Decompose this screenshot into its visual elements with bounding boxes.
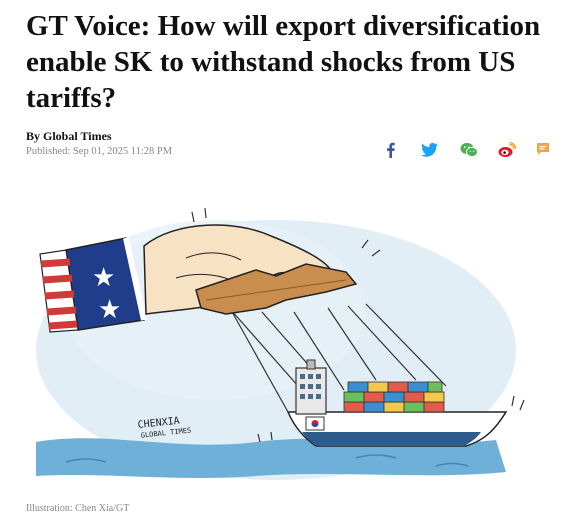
svg-text:★: ★ — [92, 263, 115, 293]
article-illustration: ★ ★ CHENXIA GLOBAL TIMES — [26, 180, 546, 500]
twitter-icon[interactable] — [421, 142, 438, 163]
article-title: GT Voice: How will export diversificatio… — [26, 10, 541, 114]
sea — [36, 438, 506, 478]
facebook-icon[interactable] — [384, 142, 398, 163]
puppet-strings — [230, 303, 447, 413]
puppet-control-bar — [195, 263, 358, 315]
svg-text:★: ★ — [98, 295, 121, 325]
comment-icon[interactable] — [536, 142, 550, 161]
image-caption: Illustration: Chen Xia/GT — [26, 503, 130, 514]
weibo-icon[interactable] — [498, 141, 517, 163]
share-bar — [380, 141, 550, 164]
published-date: Published: Sep 01, 2025 11:28 PM — [26, 146, 173, 157]
svg-text:CHENXIA: CHENXIA — [137, 416, 180, 431]
byline[interactable]: By Global Times — [26, 129, 112, 143]
uncle-sam-sleeve: ★ ★ — [39, 237, 147, 333]
cargo-containers — [343, 381, 445, 413]
wechat-icon[interactable] — [460, 142, 478, 163]
